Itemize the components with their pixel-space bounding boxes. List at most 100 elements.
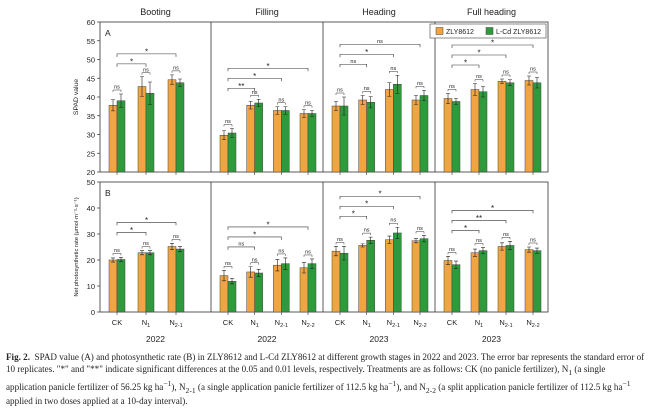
pair-bracket	[335, 92, 345, 95]
error-bar	[535, 77, 539, 89]
comparison-significance: *	[464, 59, 467, 68]
bar-zly8612	[358, 245, 367, 313]
pair-significance: ns	[364, 228, 370, 234]
bar-lcd-zly8612	[116, 100, 126, 173]
comparison-significance: *	[130, 226, 133, 235]
pair-bracket	[141, 72, 151, 75]
comparison-significance: *	[464, 224, 467, 233]
comparison-significance: *	[266, 62, 269, 71]
bar-zly8612	[167, 246, 177, 313]
category-subscript: 1	[368, 323, 371, 329]
error-bar	[275, 106, 280, 115]
y-tick-label: 40	[87, 204, 95, 213]
legend-label: L-Cd ZLY8612	[496, 29, 541, 36]
pair-significance: ns	[449, 247, 455, 253]
pair-significance: ns	[173, 234, 179, 240]
bar-lcd-zly8612	[339, 105, 349, 173]
error-bar	[342, 96, 346, 116]
x-category-label: N2-2	[301, 318, 314, 329]
error-bar	[170, 74, 174, 85]
error-bar	[310, 110, 314, 117]
pair-significance: ns	[225, 119, 231, 125]
comparison-significance: **	[238, 82, 244, 91]
pair-significance: ns	[143, 241, 149, 247]
error-bar	[275, 259, 280, 272]
caption-text-7: applied in two doses applied at a 10-day…	[6, 396, 188, 407]
x-category-label: N1	[250, 318, 258, 329]
pair-bracket	[171, 239, 181, 242]
pair-significance: ns	[305, 249, 311, 255]
bar-lcd-zly8612	[307, 263, 317, 313]
category-subscript: 2-2	[532, 323, 540, 329]
bar-lcd-zly8612	[451, 101, 461, 173]
error-bar	[111, 257, 115, 263]
error-bar	[414, 95, 418, 105]
error-bar	[148, 250, 152, 256]
pair-bracket	[303, 105, 313, 108]
comparison-bracket	[339, 215, 367, 220]
pair-bracket	[474, 79, 484, 82]
pair-bracket	[141, 246, 151, 249]
bar-lcd-zly8612	[116, 259, 126, 313]
category-letter: N	[275, 318, 280, 327]
bar-zly8612	[411, 99, 421, 173]
pair-bracket	[389, 222, 398, 226]
legend-swatch-zly8612	[435, 27, 444, 35]
y-tick-label: 10	[87, 282, 95, 291]
bar-lcd-zly8612	[307, 113, 317, 173]
pair-significance: ns	[305, 100, 311, 106]
error-bar	[422, 89, 426, 102]
category-subscript: 1	[147, 323, 150, 329]
pair-bracket	[171, 70, 181, 73]
pair-bracket	[474, 243, 484, 246]
y-tick-label: 30	[87, 131, 95, 140]
comparison-bracket	[451, 229, 480, 234]
y-axis-label: Net photosynthetic rate (μmol·m⁻²·s⁻¹)	[74, 197, 80, 296]
comparison-significance: ns	[238, 241, 244, 247]
bar-zly8612	[411, 240, 421, 313]
pair-bracket	[528, 71, 538, 74]
bar-lcd-zly8612	[254, 272, 263, 313]
bar-lcd-zly8612	[366, 102, 375, 173]
comparison-significance: *	[145, 216, 148, 225]
bar-lcd-zly8612	[339, 252, 349, 313]
pair-bracket	[112, 89, 122, 92]
category-letter: N	[250, 318, 255, 327]
y-tick-label: 50	[87, 56, 95, 65]
bar-zly8612	[167, 79, 177, 173]
bar-lcd-zly8612	[419, 95, 429, 173]
bar-zly8612	[358, 99, 367, 173]
pair-bracket	[501, 237, 511, 240]
pair-bracket	[501, 74, 511, 77]
comparison-bracket	[451, 44, 534, 48]
bar-zly8612	[497, 81, 507, 173]
category-subscript: 2-1	[505, 323, 513, 329]
error-bar	[230, 128, 234, 138]
bar-zly8612	[524, 249, 534, 313]
comparison-bracket	[227, 87, 255, 92]
y-tick-label: 20	[87, 256, 95, 265]
bar-zly8612	[524, 80, 534, 173]
bar-zly8612	[385, 89, 394, 173]
bar-lcd-zly8612	[145, 252, 155, 313]
figure-canvas: Booting Filling Heading Full heading A 20 25 30…	[73, 7, 549, 344]
bar-lcd-zly8612	[393, 84, 402, 173]
error-bar	[342, 246, 346, 261]
comparison-significance: *	[253, 230, 256, 239]
legend: ZLY8612 L-Cd ZLY8612	[429, 23, 547, 39]
error-bar	[446, 92, 450, 105]
y-tick-label: 45	[87, 74, 95, 83]
error-bar	[387, 235, 392, 244]
x-category-label: N2-2	[526, 318, 539, 329]
pair-significance: ns	[530, 67, 536, 73]
category-letter: N	[499, 318, 504, 327]
category-subscript: 2-2	[307, 323, 315, 329]
caption-text-3: ), N	[171, 382, 186, 393]
pair-bracket	[415, 231, 425, 234]
error-bar	[178, 78, 182, 87]
x-category-label: N2-2	[413, 318, 426, 329]
y-tick-label: 20	[87, 168, 95, 177]
error-bar	[446, 256, 450, 265]
comparison-significance: *	[365, 200, 368, 209]
comparison-bracket	[339, 53, 394, 58]
